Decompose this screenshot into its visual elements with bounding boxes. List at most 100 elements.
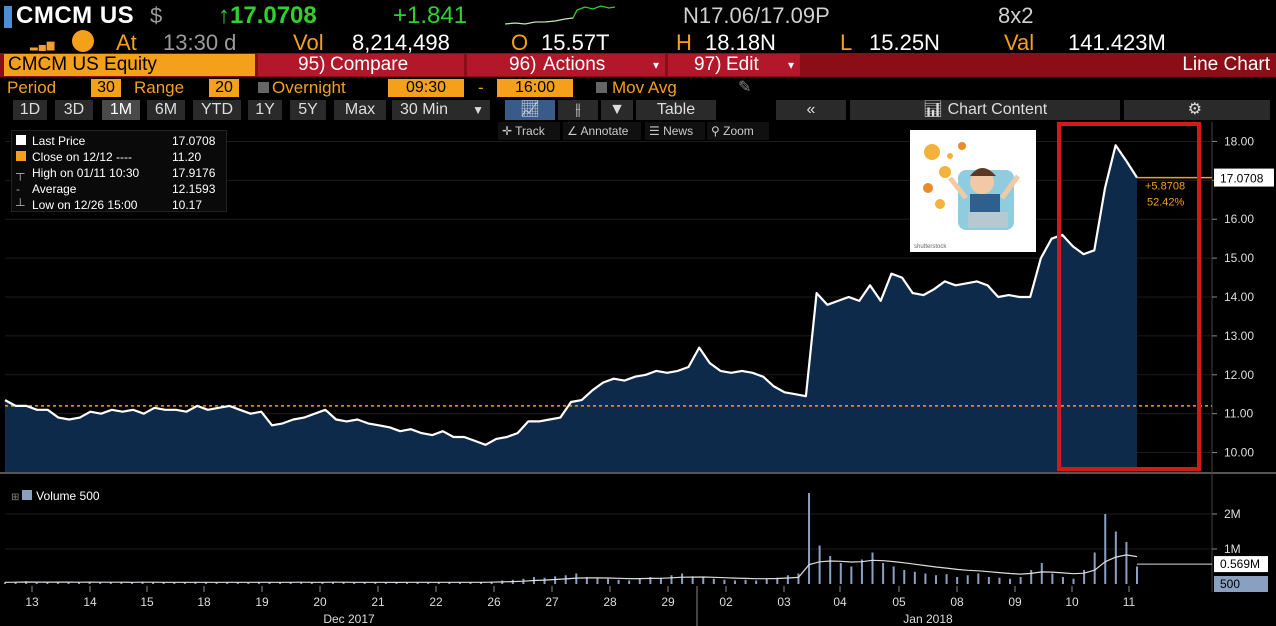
legend-label: Last Price — [32, 134, 86, 148]
volume-bar — [152, 582, 155, 584]
range-button-5y[interactable]: 5Y — [290, 100, 326, 120]
x-tick-label: 02 — [719, 595, 733, 609]
volume-bar — [945, 574, 948, 584]
crosshair-icon: ✛ — [502, 124, 516, 138]
bid-ask-size: 8x2 — [998, 3, 1034, 28]
x-tick-label: 26 — [487, 595, 501, 609]
price-tick-label: 14.00 — [1224, 290, 1254, 304]
volume-bar — [215, 582, 218, 584]
actions-menu[interactable]: 96) Actions ▾ — [467, 54, 665, 76]
volume-bar — [892, 566, 895, 584]
x-tick-label: 08 — [950, 595, 964, 609]
range-button-max[interactable]: Max — [334, 100, 386, 120]
legend-close[interactable]: Close on 12/12 ---- — [16, 149, 132, 165]
volume-bar — [649, 577, 652, 584]
period-label: Period — [7, 78, 57, 97]
volume-bar — [183, 582, 186, 584]
bars-icon: ▂▄▆ — [30, 40, 56, 51]
chart-content-icon: 📊︎ — [922, 101, 948, 118]
chart-content-button[interactable]: 📊︎ Chart Content — [850, 100, 1120, 120]
quote-header: CMCM US $ ↑17.0708 +1.841 N17.06/17.09P … — [0, 0, 1276, 30]
vol-value: 8,214,498 — [352, 30, 450, 55]
annotate-icon: ∠ — [567, 124, 581, 138]
volume-bar — [78, 582, 81, 584]
volume-bar — [331, 581, 334, 584]
volume-bar — [934, 575, 937, 584]
volume-bar — [924, 573, 927, 584]
edit-menu[interactable]: 97) Edit ▾ — [668, 54, 800, 76]
overnight-checkbox[interactable] — [258, 82, 269, 93]
track-button[interactable]: ✛ Track — [498, 122, 560, 140]
period-input[interactable]: 30 — [91, 79, 121, 97]
volume-bar — [860, 559, 863, 584]
volume-bar — [363, 582, 366, 584]
range-toolbar: 1D 3D 1M 6M YTD 1Y 5Y Max 30 Min ▼ 📈︎ ⫲ … — [0, 99, 1276, 121]
legend-label: Close on 12/12 ---- — [32, 150, 133, 164]
x-tick-label: 15 — [140, 595, 154, 609]
legend-last-price[interactable]: Last Price — [16, 133, 85, 149]
line-chart-icon[interactable]: 📈︎ — [505, 100, 555, 120]
legend-swatch — [16, 135, 26, 145]
legend-value: 10.17 — [172, 198, 203, 212]
end-time-input[interactable]: 16:00 — [497, 79, 573, 97]
collapse-icon[interactable]: « — [776, 100, 846, 120]
volume-legend[interactable]: ⊞ Volume 500 — [11, 488, 100, 504]
volume-bar — [46, 582, 49, 584]
range-button-1y[interactable]: 1Y — [248, 100, 282, 120]
gear-icon[interactable]: ⚙ — [1124, 100, 1270, 120]
range-button-ytd[interactable]: YTD — [193, 100, 241, 120]
bar-chart-icon[interactable]: ⫲ — [558, 100, 598, 120]
table-button[interactable]: Table — [636, 100, 716, 120]
annotate-button[interactable]: ∠ Annotate — [563, 122, 641, 140]
expand-icon: ⊞ — [11, 492, 23, 503]
price-tick-label: 18.00 — [1224, 134, 1254, 148]
range-button-1d[interactable]: 1D — [13, 100, 47, 120]
volume-bar — [1040, 563, 1043, 584]
interval-select[interactable]: 30 Min ▼ — [392, 100, 490, 120]
change-pct-label: 52.42% — [1147, 197, 1185, 209]
security-marker — [4, 6, 12, 28]
range-button-3d[interactable]: 3D — [55, 100, 93, 120]
volume-bar — [966, 575, 969, 584]
volume-avg-tag — [1214, 556, 1268, 573]
actions-number: 96) — [509, 54, 537, 75]
chevron-down-icon[interactable]: ▼ — [601, 100, 633, 120]
range-input[interactable]: 20 — [209, 79, 239, 97]
mov-avg-checkbox[interactable] — [596, 82, 607, 93]
annotate-label: Annotate — [580, 124, 629, 138]
highlight-box — [1057, 122, 1201, 471]
volume-bar — [279, 582, 282, 584]
low-value: 15.25N — [869, 30, 940, 55]
volume-bar — [14, 581, 17, 584]
volume-bar — [681, 573, 684, 584]
x-tick-label: 27 — [545, 595, 559, 609]
average-marker-icon: - — [16, 182, 20, 196]
pencil-icon[interactable]: ✎ — [738, 79, 752, 96]
chart-type-label: Line Chart — [1182, 54, 1270, 75]
quote-stats: ▂▄▆ At 13:30 d Vol 8,214,498 O 15.57T H … — [0, 30, 1276, 55]
security-tab[interactable]: CMCM US Equity — [4, 54, 255, 76]
change-abs-label: +5.8708 — [1145, 181, 1185, 193]
range-button-1m[interactable]: 1M — [102, 100, 140, 120]
legend-high[interactable]: ┬ High on 01/11 10:30 — [16, 165, 139, 181]
chart-legend[interactable]: Last Price 17.0708 Close on 12/12 ---- 1… — [11, 130, 227, 212]
chart-area[interactable]: 18.0017.0016.0015.0014.0013.0012.0011.00… — [0, 122, 1276, 626]
legend-average[interactable]: - Average — [16, 181, 76, 197]
legend-low[interactable]: ┴ Low on 12/26 15:00 — [16, 197, 137, 213]
legend-value: 12.1593 — [172, 182, 216, 196]
start-time-input[interactable]: 09:30 — [388, 79, 464, 97]
chevron-down-icon: ▼ — [472, 103, 484, 117]
volume-bar — [903, 570, 906, 584]
month-label: Jan 2018 — [903, 612, 953, 626]
volume-bar — [797, 573, 800, 584]
news-button[interactable]: ☰ News — [645, 122, 705, 140]
zoom-button[interactable]: ⚲ Zoom — [707, 122, 769, 140]
volume-bar — [67, 582, 70, 584]
x-tick-label: 05 — [892, 595, 906, 609]
range-button-6m[interactable]: 6M — [147, 100, 185, 120]
ticker-symbol[interactable]: CMCM US — [16, 2, 135, 29]
compare-menu[interactable]: 95) Compare — [258, 54, 464, 76]
volume-tick-label: 2M — [1224, 507, 1241, 521]
volume-bar — [395, 582, 398, 584]
last-price-tag — [1214, 168, 1274, 187]
